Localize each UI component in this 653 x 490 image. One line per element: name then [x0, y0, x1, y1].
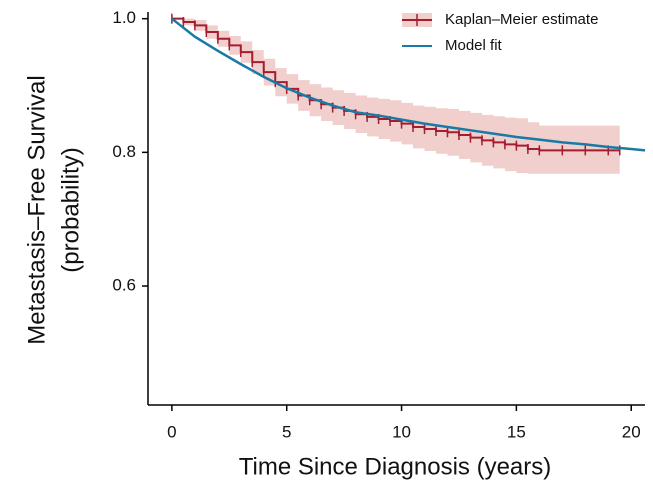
y-axis-title: Metastasis–Free Survival — [23, 75, 50, 344]
y-tick-label: 0.8 — [112, 142, 136, 161]
y-tick-label: 0.6 — [112, 276, 136, 295]
x-axis-title: Time Since Diagnosis (years) — [239, 453, 552, 480]
x-tick-label: 15 — [507, 422, 526, 441]
model-line — [171, 17, 646, 152]
x-tick-label: 0 — [167, 422, 176, 441]
legend-label: Kaplan–Meier estimate — [445, 11, 598, 28]
x-tick-label: 10 — [392, 422, 411, 441]
y-axis-title: (probability) — [57, 147, 84, 272]
y-tick-label: 1.0 — [112, 8, 136, 27]
x-tick-label: 5 — [282, 422, 291, 441]
legend-label: Model fit — [445, 37, 503, 54]
x-tick-label: 20 — [622, 422, 641, 441]
